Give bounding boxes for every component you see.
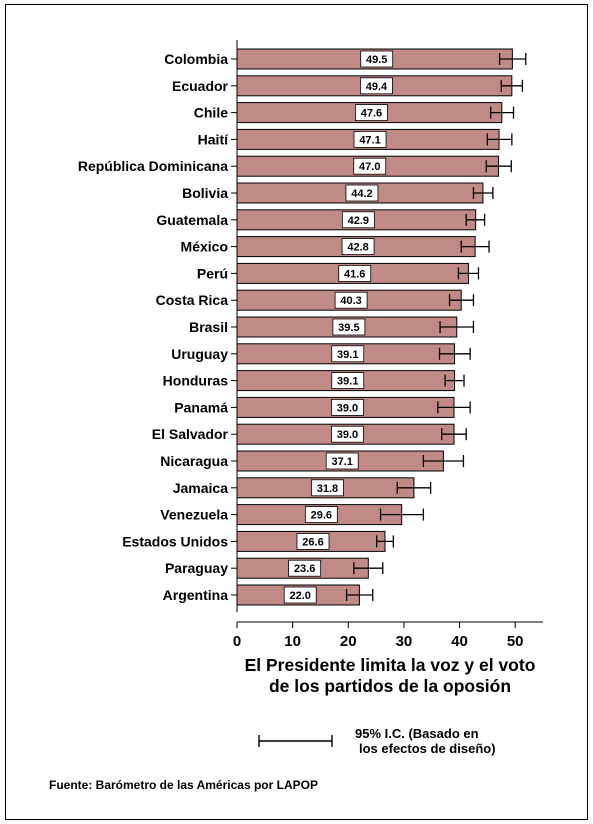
value-label-box: [304, 506, 338, 524]
value-label: 26.6: [302, 536, 323, 548]
value-label-box: [341, 211, 375, 229]
legend-label-line2: los efectos de diseño): [359, 741, 496, 756]
value-label: 39.0: [337, 429, 358, 441]
value-label-box: [360, 50, 394, 68]
value-label-box: [331, 345, 365, 363]
category-label: Chile: [194, 105, 228, 121]
value-label-box: [331, 425, 364, 443]
value-label: 44.2: [351, 188, 372, 200]
value-label-box: [334, 291, 368, 309]
category-label: Colombia: [164, 51, 228, 67]
bars-layer: Colombia 49.5 Ecuador 49.4 Chile 47.6 Haití 47.…: [78, 48, 527, 606]
category-label: Panamá: [174, 399, 228, 415]
category-label: Nicaragua: [160, 453, 228, 469]
value-label: 29.6: [311, 510, 332, 522]
value-label-box: [353, 157, 387, 175]
category-label: Venezuela: [160, 507, 228, 523]
value-label: 42.9: [348, 215, 369, 227]
value-label-box: [345, 184, 379, 202]
x-tick-label: 50: [507, 633, 524, 650]
value-label: 39.5: [338, 322, 359, 334]
value-label-box: [360, 77, 393, 95]
category-label: Uruguay: [171, 346, 228, 362]
value-label: 47.0: [359, 161, 380, 173]
x-tick-label: 0: [233, 633, 241, 650]
value-label: 39.0: [337, 402, 358, 414]
value-label: 47.6: [361, 108, 382, 120]
x-tick-label: 40: [451, 633, 468, 650]
value-label: 47.1: [359, 134, 380, 146]
value-label: 39.1: [337, 349, 358, 361]
category-label: El Salvador: [152, 426, 229, 442]
value-label: 40.3: [340, 295, 361, 307]
category-label: Argentina: [163, 587, 229, 603]
category-label: Bolivia: [182, 185, 228, 201]
category-label: Guatemala: [156, 212, 228, 228]
source-note: Fuente: Barómetro de las Américas por LA…: [49, 778, 318, 792]
value-label-box: [325, 452, 359, 470]
value-label-box: [296, 533, 330, 550]
value-label: 49.5: [366, 54, 387, 66]
value-label: 31.8: [317, 483, 338, 495]
value-label-box: [311, 479, 344, 497]
category-label: Honduras: [163, 373, 229, 389]
x-tick-label: 20: [340, 633, 357, 650]
axis-layer: [236, 40, 543, 623]
value-label-box: [338, 264, 372, 282]
value-label: 41.6: [344, 268, 365, 280]
value-label-box: [353, 130, 387, 148]
category-label: Brasil: [189, 319, 228, 335]
x-ticks: 0 10 20 30 40 50: [233, 622, 524, 650]
value-label: 39.1: [337, 376, 358, 388]
value-label: 37.1: [331, 456, 352, 468]
value-label: 23.6: [294, 563, 315, 575]
category-label: Estados Unidos: [122, 533, 228, 549]
value-label: 42.8: [347, 242, 368, 254]
value-label-box: [283, 586, 317, 604]
category-label: México: [181, 239, 228, 255]
category-label: Ecuador: [172, 78, 229, 94]
legend: 95% I.C. (Basado en los efectos de diseñ…: [258, 726, 496, 756]
category-label: República Dominicana: [78, 158, 228, 174]
x-axis-label-line1: El Presidente limita la voz y el voto: [245, 655, 536, 675]
category-label: Paraguay: [165, 560, 228, 576]
value-label-box: [288, 559, 322, 577]
category-label: Costa Rica: [156, 292, 229, 308]
value-label-box: [331, 398, 364, 416]
x-tick-label: 10: [284, 633, 301, 650]
x-axis-label-line2: de los partidos de la oposión: [269, 676, 511, 696]
value-label: 22.0: [289, 590, 310, 602]
x-tick-label: 30: [396, 633, 413, 650]
value-label-box: [332, 318, 366, 336]
value-label-box: [355, 104, 388, 121]
value-label-box: [331, 372, 365, 390]
value-label: 49.4: [366, 81, 388, 93]
category-label: Haití: [198, 131, 229, 147]
value-label-box: [341, 238, 375, 256]
category-label: Jamaica: [173, 480, 228, 496]
legend-label-line1: 95% I.C. (Basado en: [355, 726, 479, 741]
category-label: Perú: [197, 265, 228, 281]
